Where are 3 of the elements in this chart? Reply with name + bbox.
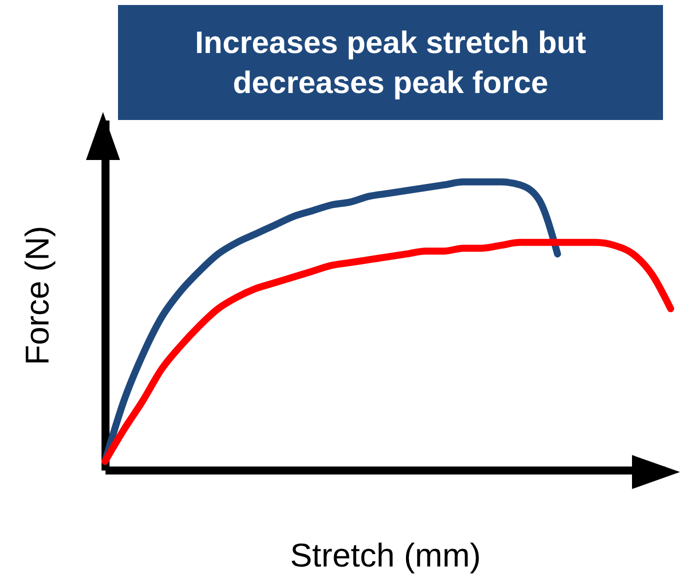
x-axis-title: Stretch (mm) xyxy=(290,536,481,574)
chart-title: Increases peak stretch but decreases peak force xyxy=(118,5,663,120)
y-axis-title: Force (N) xyxy=(18,226,56,366)
